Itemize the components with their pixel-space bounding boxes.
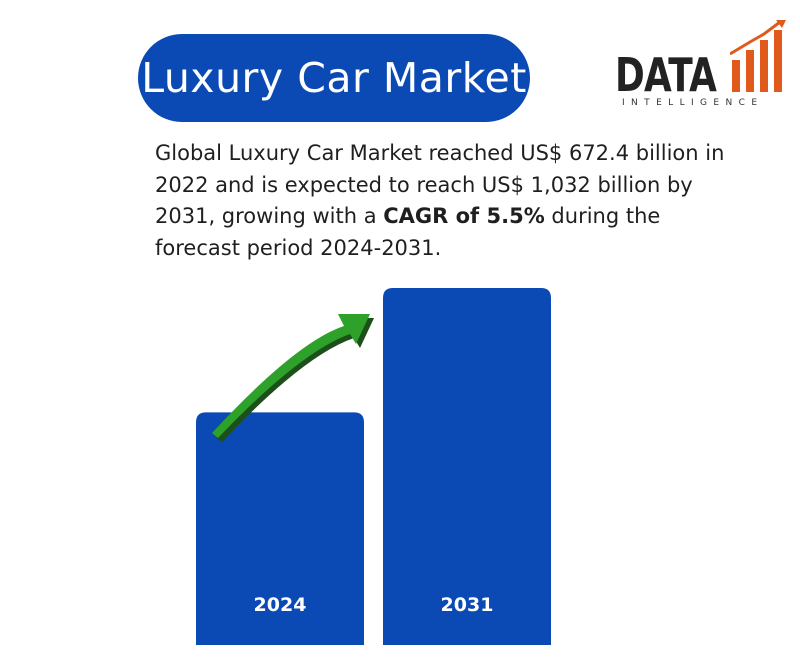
bar-label-2031: 2031 xyxy=(441,594,494,616)
market-summary: Global Luxury Car Market reached US$ 672… xyxy=(155,138,735,264)
logo-bars-icon xyxy=(730,20,786,92)
bar-2024 xyxy=(196,412,364,645)
company-logo: DATA INTELLIGENCE xyxy=(612,20,787,115)
bar-2031 xyxy=(383,288,551,645)
title-pill: Luxury Car Market xyxy=(138,34,530,122)
growth-arrow-icon xyxy=(212,314,370,438)
summary-text-2: during the forecast period 2024-2031. xyxy=(155,204,661,260)
page-title: Luxury Car Market xyxy=(141,54,527,102)
bar-label-2024: 2024 xyxy=(254,594,307,616)
logo-wordmark: DATA xyxy=(615,48,717,102)
logo-tagline: INTELLIGENCE xyxy=(622,98,764,108)
summary-text-1: Global Luxury Car Market reached US$ 672… xyxy=(155,141,725,228)
summary-cagr: CAGR of 5.5% xyxy=(383,204,545,228)
